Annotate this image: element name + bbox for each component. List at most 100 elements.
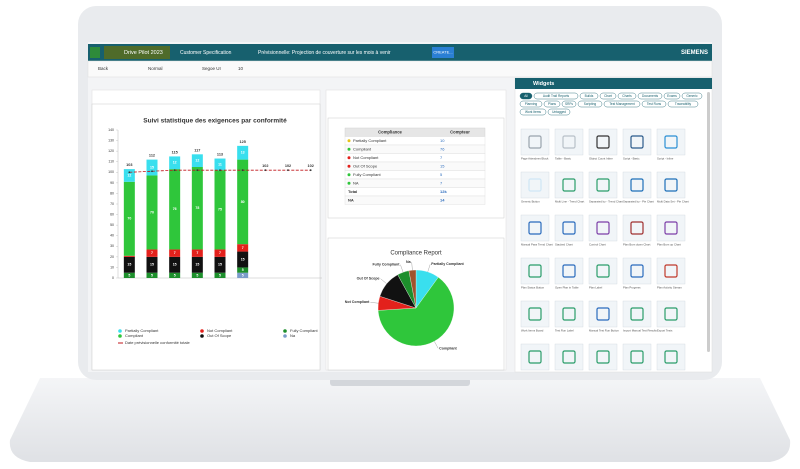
tag-pill[interactable] bbox=[617, 92, 637, 100]
widget-icon[interactable] bbox=[528, 221, 542, 235]
widget-icon[interactable] bbox=[528, 264, 542, 278]
tag-pill[interactable] bbox=[663, 92, 681, 100]
widget-tile[interactable] bbox=[622, 171, 652, 199]
tag-pill[interactable] bbox=[533, 92, 579, 100]
widget-icon[interactable] bbox=[562, 221, 576, 235]
tag-pill[interactable] bbox=[543, 100, 561, 108]
back-button[interactable]: Back bbox=[98, 66, 109, 71]
widget-icon[interactable] bbox=[664, 350, 678, 364]
font-select[interactable]: Segoe UI bbox=[202, 66, 221, 71]
widget-icon[interactable] bbox=[630, 178, 644, 192]
widget-tile[interactable] bbox=[554, 214, 584, 242]
tag-pill[interactable] bbox=[577, 100, 603, 108]
widget-tile[interactable] bbox=[656, 128, 686, 156]
widget-icon[interactable] bbox=[630, 307, 644, 321]
widget-icon[interactable] bbox=[562, 135, 576, 149]
widget-icon[interactable] bbox=[664, 135, 678, 149]
create-label[interactable]: CREATE... bbox=[433, 50, 452, 55]
widget-caption[interactable]: Plan Status Button bbox=[521, 286, 545, 290]
create-button[interactable] bbox=[432, 47, 454, 58]
widget-icon[interactable] bbox=[664, 264, 678, 278]
style-select[interactable]: Normal bbox=[148, 66, 163, 71]
widget-caption[interactable]: Plan Activity Stream bbox=[657, 286, 683, 290]
widget-icon[interactable] bbox=[562, 264, 576, 278]
tag-label[interactable]: All bbox=[524, 94, 528, 98]
breadcrumb[interactable]: Customer Specification bbox=[180, 50, 232, 56]
tag-pill[interactable] bbox=[641, 100, 667, 108]
widget-icon[interactable] bbox=[562, 350, 576, 364]
widget-caption[interactable]: Work Items Board bbox=[521, 329, 544, 333]
widget-caption[interactable]: Table - Basic bbox=[555, 157, 572, 161]
widget-icon[interactable] bbox=[596, 178, 610, 192]
widget-caption[interactable]: Generic Button bbox=[521, 200, 540, 204]
widget-tile[interactable] bbox=[588, 214, 618, 242]
widget-caption[interactable]: Stacked Chart bbox=[555, 243, 573, 247]
widget-icon[interactable] bbox=[596, 307, 610, 321]
widget-caption[interactable]: Manual Test Run Button bbox=[589, 329, 619, 333]
widget-tile[interactable] bbox=[554, 300, 584, 328]
tag-pill[interactable] bbox=[637, 92, 663, 100]
size-select[interactable]: 10 bbox=[238, 66, 244, 71]
widget-caption[interactable]: Plan Burn up Chart bbox=[657, 243, 681, 247]
tag-label[interactable]: Generic bbox=[686, 94, 698, 98]
tag-label[interactable]: Test Management bbox=[609, 102, 634, 106]
tag-label[interactable]: Audit Trail Reports bbox=[543, 94, 570, 98]
tag-pill[interactable] bbox=[519, 108, 547, 116]
widget-tile[interactable] bbox=[520, 300, 550, 328]
widget-caption[interactable]: Open Plan in Table bbox=[555, 286, 579, 290]
widget-caption[interactable]: Multi Data Set - Pie Chart bbox=[657, 200, 689, 204]
widget-tile[interactable] bbox=[588, 343, 618, 371]
widget-tile[interactable] bbox=[622, 257, 652, 285]
widget-caption[interactable]: Script - Basic bbox=[623, 157, 640, 161]
tag-pill[interactable] bbox=[519, 100, 543, 108]
widget-icon[interactable] bbox=[630, 350, 644, 364]
widget-caption[interactable]: Export Tests bbox=[657, 329, 673, 333]
widget-caption[interactable]: Page Attendees Block bbox=[521, 157, 549, 161]
widget-tile[interactable] bbox=[588, 300, 618, 328]
widget-tile[interactable] bbox=[656, 300, 686, 328]
tag-label[interactable]: Traceability bbox=[675, 102, 692, 106]
tag-pill[interactable] bbox=[547, 108, 571, 116]
widget-tile[interactable] bbox=[622, 128, 652, 156]
tag-label[interactable]: SRFs bbox=[565, 102, 573, 106]
tag-pill[interactable] bbox=[519, 92, 533, 100]
widget-icon[interactable] bbox=[562, 307, 576, 321]
tag-label[interactable]: Untagged bbox=[552, 110, 566, 114]
tag-label[interactable]: Documents bbox=[642, 94, 659, 98]
project-name[interactable]: Drive Pilot 2023 bbox=[124, 50, 163, 56]
tag-label[interactable]: Builds bbox=[585, 94, 594, 98]
widget-tile[interactable] bbox=[520, 214, 550, 242]
tag-label[interactable]: Test Runs bbox=[647, 102, 662, 106]
widget-tile[interactable] bbox=[656, 257, 686, 285]
widget-icon[interactable] bbox=[630, 221, 644, 235]
widget-tile[interactable] bbox=[554, 343, 584, 371]
widget-icon[interactable] bbox=[630, 264, 644, 278]
widget-tile[interactable] bbox=[588, 257, 618, 285]
widget-icon[interactable] bbox=[664, 221, 678, 235]
tag-pill[interactable] bbox=[561, 100, 577, 108]
widget-tile[interactable] bbox=[622, 300, 652, 328]
widget-tile[interactable] bbox=[656, 214, 686, 242]
widget-caption[interactable]: Object Count Inline bbox=[589, 157, 613, 161]
widget-icon[interactable] bbox=[528, 350, 542, 364]
widget-caption[interactable]: Import Manual Test Results bbox=[623, 329, 657, 333]
widget-icon[interactable] bbox=[528, 307, 542, 321]
widget-tile[interactable] bbox=[622, 343, 652, 371]
widget-tile[interactable] bbox=[554, 257, 584, 285]
widget-tile[interactable] bbox=[520, 343, 550, 371]
widget-tile[interactable] bbox=[622, 214, 652, 242]
tag-label[interactable]: Plans bbox=[548, 102, 556, 106]
widget-tile[interactable] bbox=[656, 171, 686, 199]
widget-icon[interactable] bbox=[664, 178, 678, 192]
tag-pill[interactable] bbox=[681, 92, 703, 100]
widget-icon[interactable] bbox=[562, 178, 576, 192]
widget-caption[interactable]: Plan Progress bbox=[623, 286, 641, 290]
tag-label[interactable]: Charts bbox=[622, 94, 632, 98]
widget-tile[interactable] bbox=[520, 171, 550, 199]
widget-tile[interactable] bbox=[588, 171, 618, 199]
tag-pill[interactable] bbox=[667, 100, 699, 108]
widget-caption[interactable]: Control Chart bbox=[589, 243, 606, 247]
widget-caption[interactable]: Manual Pass Trend Chart bbox=[521, 243, 553, 247]
widget-icon[interactable] bbox=[596, 264, 610, 278]
tag-label[interactable]: Work Items bbox=[525, 110, 541, 114]
